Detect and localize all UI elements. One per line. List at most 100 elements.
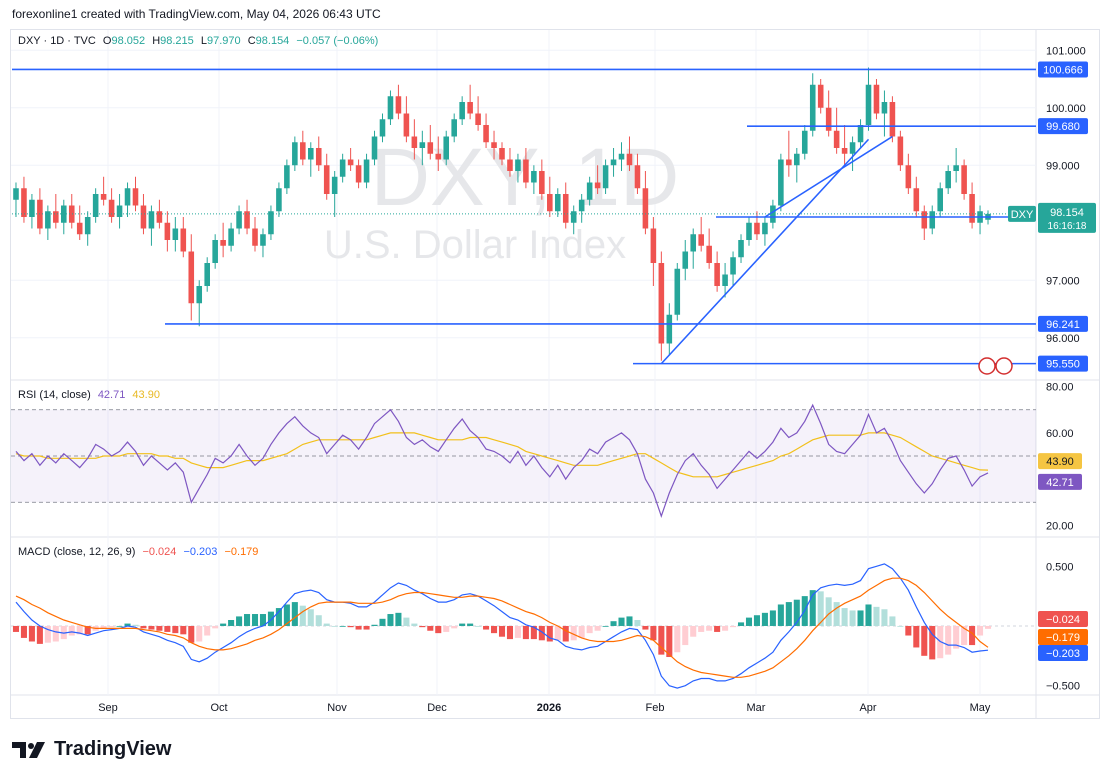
macd-legend[interactable]: MACD (close, 12, 26, 9) −0.024 −0.203 −0…	[18, 546, 262, 558]
candle	[292, 136, 298, 171]
macd-histogram-bar	[849, 610, 856, 626]
x-tick-label: Oct	[210, 702, 227, 714]
candle	[21, 176, 27, 223]
macd-histogram-bar	[730, 625, 737, 628]
price-tick-label: 99.000	[1046, 160, 1080, 172]
macd-histogram-bar	[745, 617, 753, 626]
candle-body	[905, 165, 912, 189]
macd-histogram-bar	[737, 622, 745, 626]
x-tick-label: Dec	[427, 702, 447, 714]
candle	[937, 182, 943, 217]
candle-body	[961, 165, 967, 194]
macd-tag	[1038, 645, 1088, 661]
candle	[371, 130, 378, 166]
candle-body	[801, 130, 808, 154]
candle-body	[722, 274, 728, 286]
symbol-legend[interactable]: DXY · 1D · TVC O98.052 H98.215 L97.970 C…	[18, 35, 382, 47]
watermark-name: U.S. Dollar Index	[324, 223, 626, 267]
candle-body	[435, 153, 442, 160]
candle	[355, 159, 362, 189]
candle	[921, 205, 928, 240]
chart-frame[interactable]	[10, 29, 1100, 719]
macd-histogram-bar	[180, 625, 187, 635]
macd-histogram-bar	[459, 623, 466, 626]
candle	[483, 113, 489, 148]
candle-body	[363, 159, 370, 183]
macd-histogram-bar	[682, 625, 689, 646]
candle-body	[355, 165, 362, 183]
candle-body	[244, 211, 250, 229]
macd-histogram-bar	[491, 625, 498, 634]
macd-histogram-bar	[307, 609, 314, 626]
candle	[491, 130, 497, 160]
candle	[650, 217, 657, 286]
macd-histogram-bar	[626, 616, 633, 626]
macd-label[interactable]: MACD (close, 12, 26, 9)	[18, 546, 136, 558]
candle	[339, 153, 346, 183]
candle	[188, 234, 195, 321]
open-value: 98.052	[111, 35, 146, 47]
macd-tick-label: −0.500	[1046, 681, 1080, 693]
candle	[889, 96, 896, 143]
macd-histogram-bar	[642, 625, 649, 630]
candle-body	[809, 84, 816, 131]
rsi-label[interactable]: RSI (14, close)	[18, 389, 91, 401]
macd-histogram-bar	[546, 625, 553, 642]
rsi-tick-label: 60.00	[1046, 428, 1074, 440]
macd-histogram-bar	[36, 625, 43, 644]
candle-body	[547, 194, 553, 212]
candle-body	[315, 148, 322, 166]
rsi-legend[interactable]: RSI (14, close) 42.71 43.90	[18, 389, 164, 401]
macd-histogram-bar	[873, 606, 880, 626]
x-tick-label: May	[970, 702, 991, 714]
tradingview-logo[interactable]: TradingView	[12, 738, 171, 761]
macd-histogram-bar	[68, 625, 75, 636]
candle-body	[284, 165, 290, 189]
close-value: 98.154	[255, 35, 290, 47]
macd-histogram-bar	[28, 625, 35, 642]
last-price-label: 98.154	[1050, 207, 1084, 219]
signal-line	[15, 577, 989, 678]
candle-body	[307, 148, 314, 160]
candle	[61, 199, 67, 235]
candle-body	[642, 188, 649, 229]
signal-value: −0.179	[224, 546, 259, 558]
price-tick-label: 97.000	[1046, 275, 1080, 287]
candle-body	[403, 113, 410, 137]
macd-histogram-bar	[881, 609, 888, 626]
rsi-tag	[1038, 453, 1082, 470]
macd-value: −0.203	[183, 546, 218, 558]
macd-histogram-bar	[984, 625, 992, 629]
macd-histogram-bar	[610, 621, 617, 626]
candle-body	[276, 188, 282, 212]
candle-body	[714, 263, 720, 286]
macd-histogram-bar	[483, 625, 490, 630]
header-caption: forexonline1 created with TradingView.co…	[12, 7, 381, 21]
candle	[220, 222, 226, 258]
candle-body	[140, 205, 147, 229]
trendline	[660, 138, 870, 365]
price-tags: 100.66699.68098.10096.24195.550DXY98.154…	[1008, 61, 1096, 661]
candle	[252, 217, 258, 252]
level-tag-label: 95.550	[1046, 359, 1080, 371]
candle-body	[873, 84, 880, 114]
candle-body	[212, 240, 218, 263]
us-flag-icon	[978, 357, 1013, 375]
candle-body	[738, 240, 744, 258]
macd-histogram-bar	[809, 590, 816, 626]
macd-histogram-bar	[698, 625, 705, 632]
macd-histogram-bar	[865, 604, 872, 626]
candle-body	[865, 84, 872, 125]
candle-body	[897, 136, 904, 166]
candle-body	[339, 159, 346, 177]
candle-body	[156, 211, 163, 223]
candle	[945, 165, 951, 194]
symbol-name[interactable]: DXY · 1D · TVC	[18, 35, 96, 47]
candle-body	[164, 222, 171, 240]
candle	[347, 148, 354, 171]
candle	[100, 176, 107, 206]
candle	[276, 182, 282, 217]
candle-body	[626, 153, 633, 166]
candle	[212, 234, 218, 269]
